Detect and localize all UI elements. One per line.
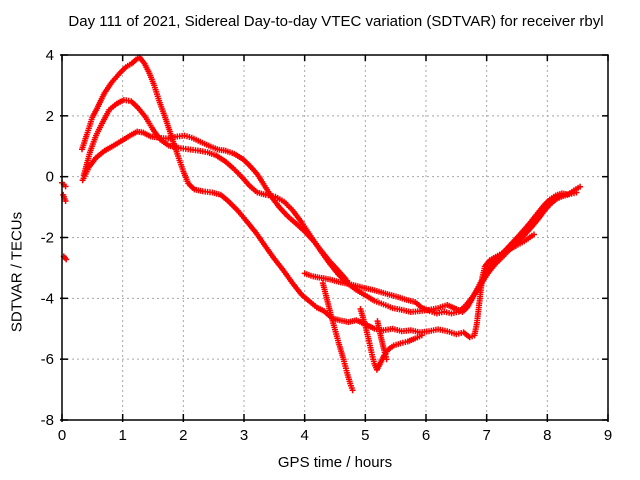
y-tick-label: -2 xyxy=(41,230,54,247)
x-tick-label: 1 xyxy=(118,427,126,444)
x-tick-label: 6 xyxy=(422,427,430,444)
x-tick-label: 8 xyxy=(543,427,551,444)
x-tick-label: 4 xyxy=(300,427,308,444)
y-tick-label: 0 xyxy=(46,169,54,186)
x-tick-label: 0 xyxy=(58,427,66,444)
x-axis-label: GPS time / hours xyxy=(277,454,393,471)
y-tick-label: -4 xyxy=(41,290,54,307)
y-tick-label: -8 xyxy=(41,412,54,429)
y-tick-label: 2 xyxy=(46,108,54,125)
y-tick-label: -6 xyxy=(41,351,54,368)
x-tick-label: 2 xyxy=(179,427,187,444)
x-tick-label: 5 xyxy=(361,427,369,444)
chart-title: Day 111 of 2021, Sidereal Day-to-day VTE… xyxy=(68,13,604,30)
x-tick-label: 3 xyxy=(240,427,248,444)
x-tick-label: 7 xyxy=(482,427,490,444)
y-tick-label: 4 xyxy=(46,47,54,64)
x-tick-label: 9 xyxy=(604,427,612,444)
